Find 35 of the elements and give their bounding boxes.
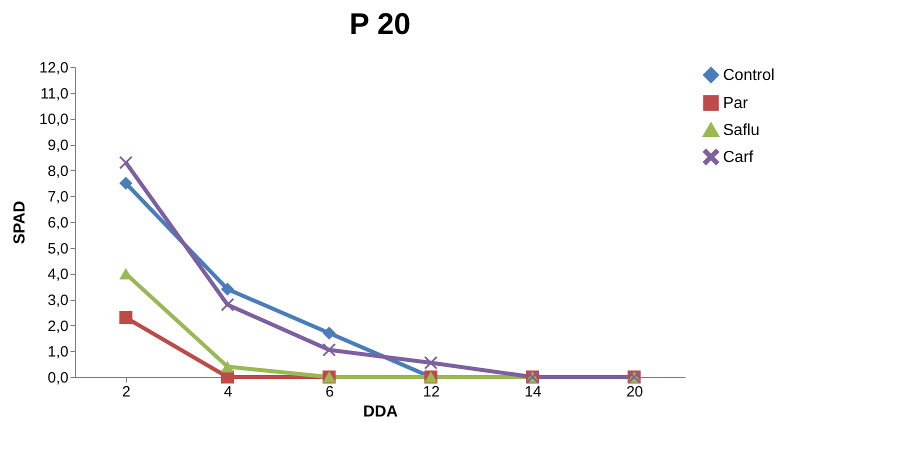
y-tick-label: 6,0 (48, 214, 68, 232)
x-tick-label: 12 (422, 384, 440, 400)
x-tick-label: 6 (325, 384, 334, 400)
y-tick-label: 10,0 (39, 111, 68, 128)
point (119, 311, 132, 324)
x-axis-title: DDA (363, 404, 398, 420)
point (220, 361, 234, 372)
point (322, 326, 336, 340)
y-axis-title: SPAD (11, 200, 28, 244)
y-tick-label: 11,0 (40, 85, 68, 102)
point (322, 343, 336, 356)
y-tick-label: 7,0 (48, 188, 68, 206)
point (220, 298, 234, 312)
x-tick-label: 14 (524, 384, 542, 400)
y-tick-label: 9,0 (48, 137, 68, 154)
point (119, 156, 132, 170)
chart-title: P 20 (349, 8, 411, 41)
y-tick-label: 3,0 (48, 292, 68, 309)
y-tick-label: 4,0 (48, 266, 68, 284)
y-tick-label: 5,0 (48, 240, 68, 258)
legend-label: Carf (723, 149, 754, 166)
point (424, 356, 438, 370)
y-tick-label: 0,0 (48, 370, 68, 386)
y-tick-label: 1,0 (48, 344, 68, 361)
point (119, 176, 132, 190)
x-tick-label: 2 (122, 384, 131, 400)
legend-label: Saflu (723, 122, 760, 139)
x-tick-label: 20 (626, 384, 644, 400)
legend-label: Control (723, 67, 775, 84)
x-tick-label: 4 (224, 384, 232, 400)
y-tick-label: 12,0 (39, 60, 68, 76)
legend-label: Par (723, 95, 749, 112)
y-tick-label: 8,0 (48, 162, 68, 180)
y-tick-label: 2,0 (48, 318, 68, 335)
point (220, 282, 234, 296)
